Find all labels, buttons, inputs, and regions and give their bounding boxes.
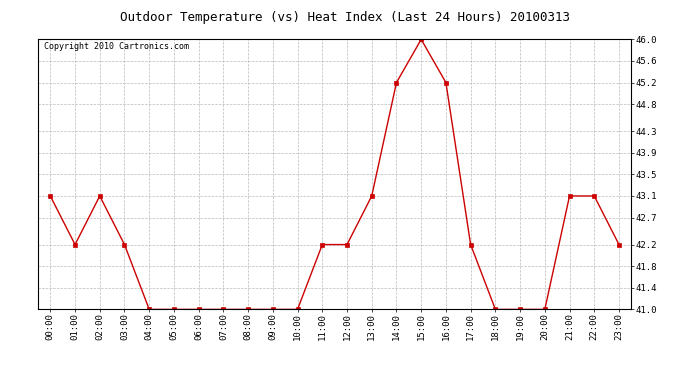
Text: Copyright 2010 Cartronics.com: Copyright 2010 Cartronics.com bbox=[44, 42, 189, 51]
Text: Outdoor Temperature (vs) Heat Index (Last 24 Hours) 20100313: Outdoor Temperature (vs) Heat Index (Las… bbox=[120, 11, 570, 24]
